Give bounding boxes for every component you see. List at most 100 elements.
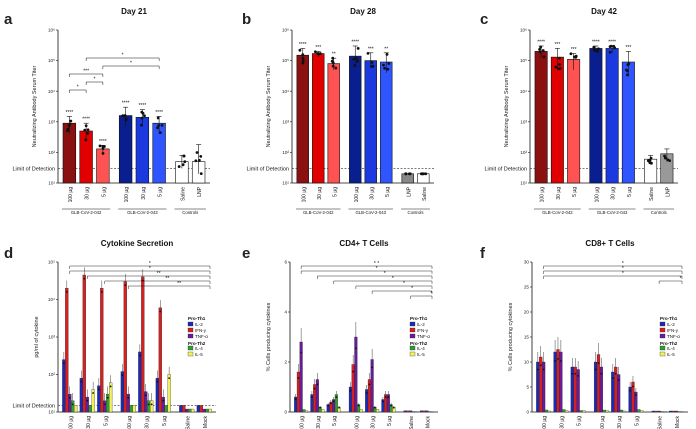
data-point xyxy=(371,366,374,369)
significance-stars: **** xyxy=(592,40,600,46)
bar-IL5-100µg xyxy=(74,405,78,413)
y-tick-label: 15 xyxy=(524,335,530,340)
bar-IL2-100µg xyxy=(120,371,124,413)
legend-label: TNF-α xyxy=(195,334,208,339)
category-label: Saline xyxy=(658,416,664,429)
category-label: LNP xyxy=(665,186,671,196)
data-point xyxy=(92,392,95,394)
panel-label: b xyxy=(242,11,251,28)
bar-30-µg xyxy=(135,117,150,184)
data-point xyxy=(629,389,631,392)
category-label: 5 µg xyxy=(572,187,578,197)
y-tick-label: 10⁴ xyxy=(48,297,55,302)
data-point xyxy=(392,406,395,409)
data-point xyxy=(83,277,86,280)
data-point xyxy=(352,57,356,61)
data-point xyxy=(199,154,203,158)
data-point xyxy=(168,377,171,380)
data-point xyxy=(297,377,300,379)
data-point xyxy=(66,127,70,131)
data-point xyxy=(294,398,297,401)
bar-IL4-5µg xyxy=(164,405,168,413)
y-tick-label: 10² xyxy=(48,150,55,155)
data-point xyxy=(199,172,203,176)
data-point xyxy=(355,57,358,60)
data-point xyxy=(596,49,599,53)
data-point xyxy=(86,131,90,135)
y-tick-label: 10¹ xyxy=(48,410,55,415)
bar-TNF-Mock xyxy=(202,408,206,413)
legend-header-th2: Pro-Th2 xyxy=(410,341,428,346)
data-point xyxy=(83,128,87,132)
bracket-stars: * xyxy=(622,271,624,277)
category-label: 100 µg xyxy=(300,416,306,429)
significance-stars: ** xyxy=(384,46,388,52)
data-point xyxy=(86,399,89,402)
panel-label: a xyxy=(4,11,13,28)
bar-TNF-5µg xyxy=(103,400,107,413)
bracket-stars: * xyxy=(680,276,682,282)
legend-swatch xyxy=(187,321,194,327)
y-axis-label: % Cells producing cytokines xyxy=(508,302,514,371)
category-label: 100 µg xyxy=(600,416,606,429)
bar-IL5-30µg xyxy=(565,410,569,413)
bracket-stars: * xyxy=(622,266,624,272)
category-label: 30 µg xyxy=(144,416,150,429)
data-point xyxy=(67,124,71,128)
category-label: 100 µg xyxy=(127,416,133,429)
bracket-stars: * xyxy=(384,271,386,277)
panel-label: c xyxy=(480,11,488,28)
data-point xyxy=(140,110,144,114)
y-tick-label: 10² xyxy=(520,150,527,155)
data-point xyxy=(542,55,546,59)
category-label: 30 µg xyxy=(316,416,322,429)
data-point xyxy=(140,116,144,120)
bar-IL5-Mock xyxy=(208,408,212,413)
significance-bracket xyxy=(300,270,433,274)
significance-stars: *** xyxy=(625,45,631,51)
data-point xyxy=(121,114,125,118)
bar-IFN-Mock xyxy=(199,405,203,413)
bar-IL4-Mock xyxy=(428,411,432,413)
legend-label: IL-5 xyxy=(417,352,425,357)
data-point xyxy=(387,396,390,399)
data-point xyxy=(542,368,545,371)
data-point xyxy=(316,383,319,386)
bracket-stars: *** xyxy=(83,69,89,75)
significance-bracket xyxy=(317,275,433,279)
y-axis-label: Neutralizing Antibody Serum Titer xyxy=(32,66,38,148)
category-label: 5 µg xyxy=(101,187,107,197)
legend-swatch xyxy=(659,351,666,357)
bar-IL5-100µg xyxy=(605,410,609,413)
bar-IL5-30µg xyxy=(321,409,325,413)
lod-label: Limit of Detection xyxy=(13,403,56,409)
bar-5-µg xyxy=(621,61,635,184)
data-point xyxy=(84,138,88,142)
data-point xyxy=(313,50,317,54)
bracket-stars: * xyxy=(77,85,79,91)
legend-header-th2: Pro-Th2 xyxy=(660,341,678,346)
data-point xyxy=(182,154,186,158)
lod-label: Limit of Detection xyxy=(247,166,290,172)
data-point xyxy=(536,368,539,371)
data-point xyxy=(614,372,617,375)
significance-bracket xyxy=(69,89,87,93)
data-point xyxy=(331,56,335,60)
data-point xyxy=(121,374,124,377)
data-point xyxy=(541,49,545,52)
bar-IFN-100µg xyxy=(123,281,127,413)
y-tick-label: 6 xyxy=(284,260,287,265)
significance-bracket xyxy=(355,285,433,289)
bracket-stars: * xyxy=(411,286,413,292)
significance-stars: **** xyxy=(99,139,107,145)
bar-IL4-Saline xyxy=(660,411,664,413)
bracket-stars: ** xyxy=(165,276,169,282)
data-point xyxy=(577,374,580,377)
y-tick-label: 10³ xyxy=(48,335,55,340)
category-label: Saline xyxy=(409,416,415,429)
category-label: 100 µg xyxy=(542,416,548,429)
category-label: 30 µg xyxy=(556,187,562,200)
bar-IL5-5µg xyxy=(582,410,586,413)
bar-IL5-100µg xyxy=(359,409,363,413)
category-label: Mock xyxy=(675,416,681,428)
